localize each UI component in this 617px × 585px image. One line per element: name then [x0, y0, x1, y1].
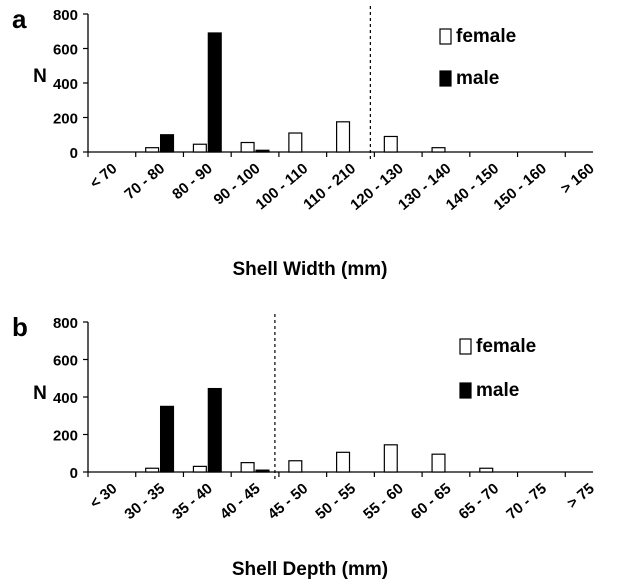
y-tick-label: 400 — [53, 76, 78, 93]
y-tick-label: 200 — [53, 428, 78, 445]
bar-female — [383, 135, 398, 153]
bar-female — [145, 147, 160, 153]
x-tick-label: 100 - 110 — [252, 160, 311, 213]
chart-panel-b: b N 0 200 400 600 800 < 30 30 - 35 35 - 40 40 - 45… — [12, 312, 598, 580]
x-tick-label: 65 - 70 — [456, 480, 503, 523]
bar-female — [336, 451, 351, 473]
x-tick-label: 45 - 50 — [265, 480, 312, 523]
bar-female — [288, 460, 303, 473]
legend: female male — [459, 336, 536, 401]
x-tick-label: 120 - 130 — [347, 160, 406, 214]
x-axis-label: Shell Width (mm) — [233, 259, 388, 280]
x-tick-label: 130 - 140 — [395, 160, 454, 214]
y-axis-label: N — [33, 66, 47, 87]
y-tick-label: 200 — [53, 111, 78, 128]
y-tick-label: 800 — [53, 315, 78, 332]
x-tick-label: > 75 — [564, 480, 598, 512]
bar-male — [159, 405, 175, 473]
x-tick-label: 30 - 35 — [121, 480, 168, 523]
bar-female — [288, 132, 303, 153]
bar-male — [207, 387, 222, 473]
y-axis-label: N — [33, 383, 47, 404]
panel-label: b — [12, 312, 28, 342]
bar-male — [159, 134, 175, 153]
bar-male — [207, 32, 222, 153]
x-tick-label: 150 - 160 — [490, 160, 549, 214]
x-tick-label: 70 - 75 — [503, 480, 550, 523]
bar-female — [336, 121, 351, 153]
bar-female — [240, 462, 255, 473]
x-tick-label: 70 - 80 — [121, 160, 168, 203]
legend-swatch-male — [439, 70, 452, 87]
y-tick-label: 400 — [53, 390, 78, 407]
x-tick-label: 50 - 55 — [312, 480, 359, 523]
legend-label-male: male — [456, 68, 499, 89]
x-tick-label: 40 - 45 — [217, 480, 264, 523]
bar-female — [192, 465, 207, 473]
y-tick-label: 0 — [70, 145, 78, 162]
bar-female — [431, 453, 446, 473]
bar-male — [255, 469, 270, 473]
legend-swatch-male — [459, 382, 472, 399]
x-tick-label: 35 - 40 — [169, 480, 216, 523]
bar-female — [479, 467, 494, 473]
y-tick-label: 800 — [53, 7, 78, 24]
legend-label-female: female — [476, 336, 536, 357]
legend-label-male: male — [476, 380, 519, 401]
x-tick-label: 80 - 90 — [169, 160, 216, 203]
bar-female — [383, 444, 398, 473]
x-tick-label: 140 - 150 — [443, 160, 502, 214]
legend-swatch-female — [439, 28, 452, 45]
legend-swatch-female — [459, 338, 472, 355]
x-tick-label: 55 - 60 — [360, 480, 407, 523]
y-tick-label: 600 — [53, 42, 78, 59]
bar-male — [255, 149, 270, 153]
bar-female — [240, 141, 255, 153]
legend: female male — [439, 26, 516, 89]
x-tick-label: 60 - 65 — [408, 480, 455, 523]
x-tick-label: < 70 — [87, 160, 121, 192]
x-axis-label: Shell Depth (mm) — [232, 559, 388, 580]
y-tick-label: 600 — [53, 353, 78, 370]
x-tick-label: > 160 — [558, 160, 598, 197]
bar-female — [145, 467, 160, 473]
bar-female — [431, 147, 446, 153]
x-tick-label: < 30 — [87, 480, 121, 512]
panel-label: a — [12, 4, 27, 34]
y-tick-label: 0 — [70, 465, 78, 482]
bar-female — [192, 143, 207, 153]
legend-label-female: female — [456, 26, 516, 47]
